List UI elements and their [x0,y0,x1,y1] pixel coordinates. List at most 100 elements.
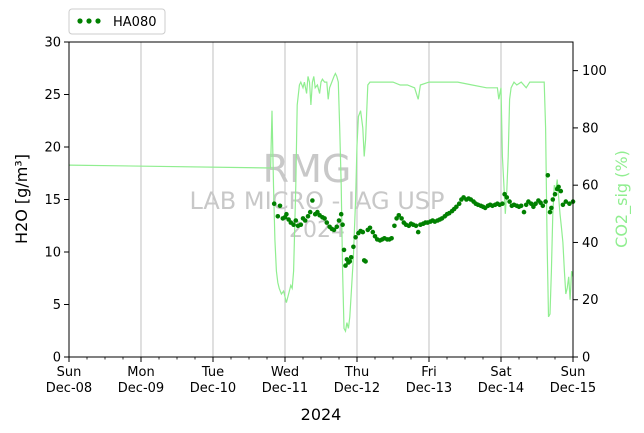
h2o-point [322,216,327,221]
h2o-point [353,235,358,240]
h2o-point [567,201,572,206]
h2o-point [310,198,315,203]
legend: HA080 [68,8,166,35]
left-tick-label: 0 [53,351,61,366]
h2o-point [399,216,404,221]
right-tick-label: 20 [582,293,599,308]
x-tick-label: Sun [561,365,586,380]
x-tick-label: Fri [421,365,437,380]
x-axis-title: 2024 [301,405,342,424]
h2o-series [271,173,576,268]
right-axis-title: CO2_sig (%) [612,150,632,248]
left-tick-label: 15 [44,193,61,208]
x-tick-label: Sun [57,365,82,380]
h2o-point [347,259,353,264]
x-tick-label: Dec-11 [262,381,308,396]
right-tick-label: 100 [582,64,607,79]
right-tick-label: 40 [582,236,599,251]
h2o-point [396,213,402,218]
h2o-point [456,201,462,206]
x-tick-label: Sat [490,365,511,380]
h2o-point [315,209,320,215]
h2o-point [558,188,564,194]
legend-marker-dot [95,18,101,24]
right-tick-label: 80 [582,121,599,136]
h2o-point [500,201,505,206]
h2o-point [521,209,527,215]
h2o-point [305,214,311,219]
h2o-point [543,199,548,204]
x-tick-label: Wed [271,365,299,380]
legend-box [68,8,166,35]
h2o-point [545,173,551,178]
left-tick-label: 5 [53,298,61,313]
right-tick-label: 0 [582,351,590,366]
h2o-point [392,223,397,229]
left-y-axis: 0 5 10 15 20 25 30 [44,36,69,366]
h2o-point [563,199,569,204]
h2o-point [341,247,347,253]
h2o-point [298,222,304,227]
h2o-point [340,222,345,227]
x-tick-label: Dec-15 [550,381,596,396]
h2o-point [275,214,281,219]
h2o-point [331,227,337,233]
h2o-point [518,203,524,209]
h2o-point [413,223,419,229]
co2-series [68,72,574,334]
h2o-point [454,204,459,210]
h2o-point [343,263,348,268]
h2o-point [302,218,308,223]
x-tick-label: Dec-08 [46,381,92,396]
h2o-point [307,209,313,215]
h2o-point [291,222,296,227]
right-y-axis: 0 20 40 60 80 100 [573,64,607,366]
x-tick-label: Mon [127,365,154,380]
h2o-point [540,203,546,209]
x-tick-label: Dec-10 [190,381,236,396]
h2o-point [284,211,289,217]
h2o-point [523,202,529,208]
h2o-point [504,195,510,200]
h2o-point [550,197,556,202]
x-axis: SunDec-08MonDec-09TueDec-10WedDec-11ThuD… [46,357,596,396]
h2o-point [293,218,299,223]
h2o-point [338,211,344,217]
h2o-point [547,209,553,215]
h2o-point [351,244,356,250]
h2o-point [556,184,561,190]
watermark: RMG LAB MICRO - IAG USP 2024 [189,147,444,243]
h2o-point [363,259,368,264]
h2o-point [370,229,376,235]
h2o-point [533,201,538,206]
left-tick-label: 10 [44,246,61,261]
watermark-line-1: RMG [263,147,352,191]
legend-label-ha080: HA080 [113,15,156,30]
x-tick-label: Dec-13 [406,381,452,396]
h2o-point [507,199,512,204]
h2o-point [360,229,366,235]
left-tick-label: 20 [44,141,61,156]
left-tick-label: 30 [44,36,61,51]
legend-marker-dot [86,18,92,24]
co2-line [68,72,574,334]
x-tick-label: Dec-09 [118,381,164,396]
x-tick-label: Dec-14 [478,381,524,396]
h2o-point [277,203,283,209]
h2o-point [560,202,566,208]
left-tick-label: 25 [44,88,61,103]
legend-marker-dot [77,18,83,24]
h2o-point [415,229,421,235]
x-tick-label: Dec-12 [334,381,380,396]
right-tick-label: 60 [582,179,599,194]
h2o-point [271,201,277,206]
h2o-point [348,254,354,260]
left-axis-title: H2O [g/m³] [12,154,31,244]
x-tick-label: Thu [344,365,369,380]
x-tick-label: Tue [201,365,224,380]
h2o-point [334,224,340,230]
h2o-point [367,225,373,231]
h2o-point [502,191,507,197]
h2o-point [389,236,394,241]
